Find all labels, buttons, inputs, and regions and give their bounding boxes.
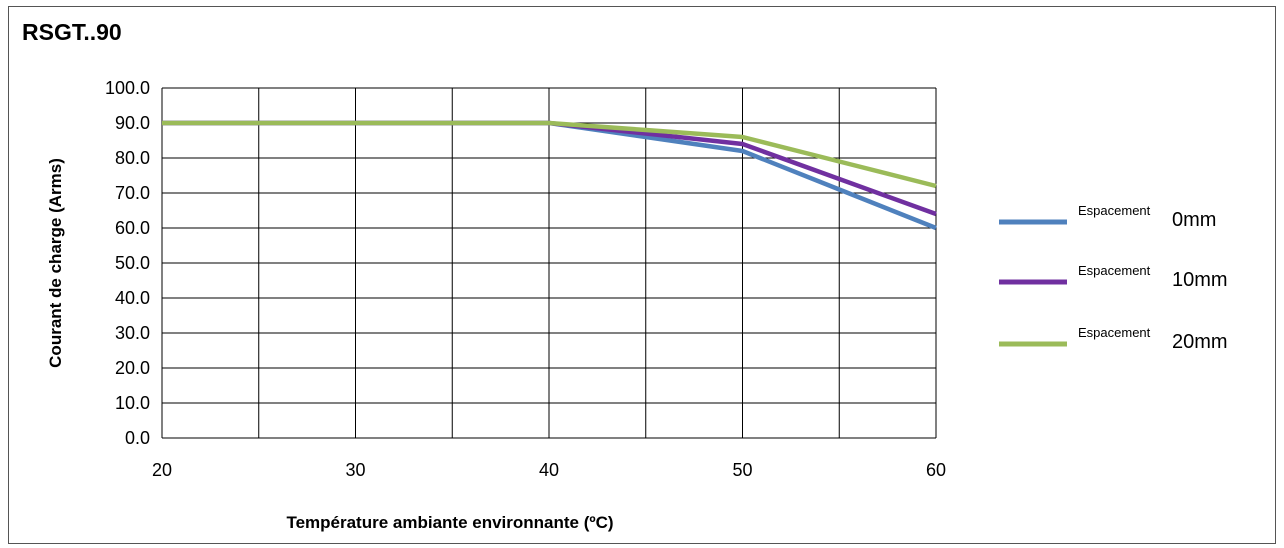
y-axis-label: Courant de charge (Arms) bbox=[46, 158, 65, 368]
y-tick-label: 70.0 bbox=[115, 183, 150, 203]
legend-label-suffix: 0mm bbox=[1172, 209, 1216, 231]
y-tick-label: 90.0 bbox=[115, 113, 150, 133]
chart-frame bbox=[8, 6, 1276, 544]
legend-label-prefix: Espacement bbox=[1078, 203, 1151, 218]
y-tick-label: 30.0 bbox=[115, 323, 150, 343]
legend-label-prefix: Espacement bbox=[1078, 263, 1151, 278]
legend-item-10mm: Espacement 10mm bbox=[999, 263, 1228, 291]
x-axis-label: Température ambiante environnante (ºC) bbox=[286, 513, 613, 532]
x-tick-label: 50 bbox=[732, 460, 752, 480]
legend: Espacement 0mm Espacement 10mm Espacement 20m… bbox=[999, 203, 1228, 353]
y-tick-label: 50.0 bbox=[115, 253, 150, 273]
series-line-20mm bbox=[162, 120, 937, 189]
y-tick-label: 80.0 bbox=[115, 148, 150, 168]
x-tick-labels: 20 30 40 50 60 bbox=[152, 460, 946, 480]
x-tick-label: 20 bbox=[152, 460, 172, 480]
y-tick-label: 10.0 bbox=[115, 393, 150, 413]
y-tick-label: 0.0 bbox=[125, 428, 150, 448]
y-tick-label: 40.0 bbox=[115, 288, 150, 308]
x-tick-label: 40 bbox=[539, 460, 559, 480]
legend-label-suffix: 20mm bbox=[1172, 331, 1228, 353]
y-tick-label: 100.0 bbox=[105, 78, 150, 98]
legend-item-0mm: Espacement 0mm bbox=[999, 203, 1216, 231]
grid-layer bbox=[161, 87, 937, 439]
series-layer bbox=[162, 120, 937, 231]
x-tick-label: 30 bbox=[345, 460, 365, 480]
y-tick-label: 20.0 bbox=[115, 358, 150, 378]
legend-item-20mm: Espacement 20mm bbox=[999, 325, 1228, 353]
y-tick-label: 60.0 bbox=[115, 218, 150, 238]
legend-label-prefix: Espacement bbox=[1078, 325, 1151, 340]
chart-title: RSGT..90 bbox=[22, 19, 122, 45]
y-tick-labels: 0.0 10.0 20.0 30.0 40.0 50.0 60.0 70.0 80.0 90.0 1… bbox=[105, 78, 150, 448]
legend-label-suffix: 10mm bbox=[1172, 269, 1228, 291]
x-tick-label: 60 bbox=[926, 460, 946, 480]
